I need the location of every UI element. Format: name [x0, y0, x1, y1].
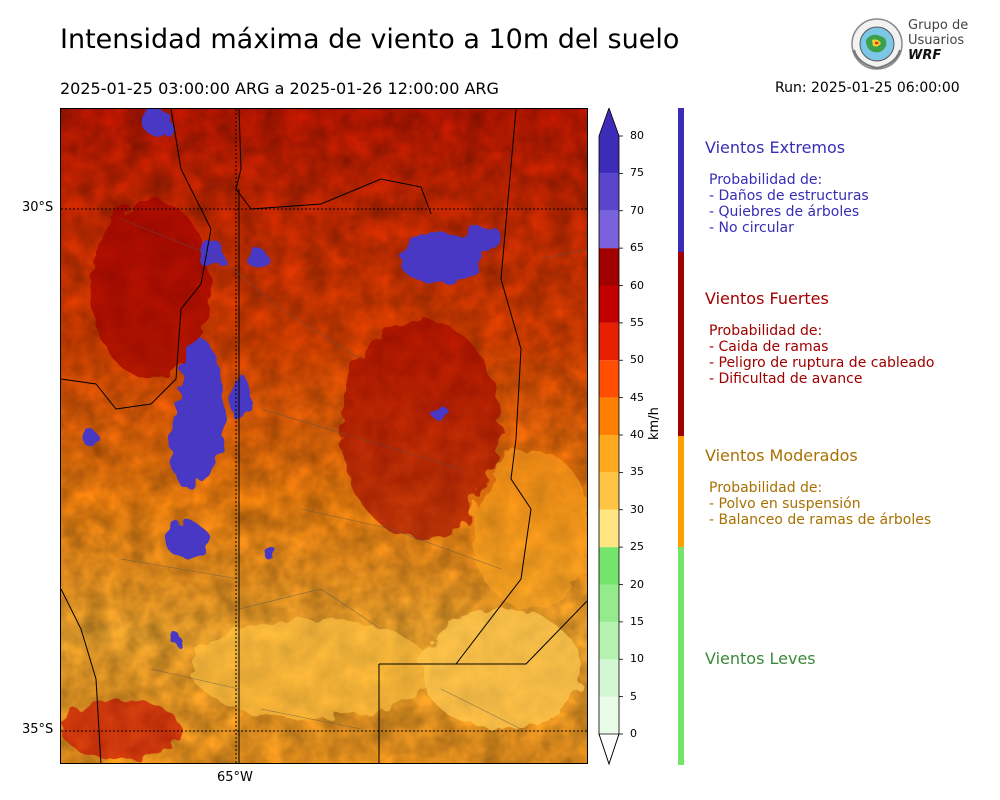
category-desc-fuertes: Probabilidad de: - Caida de ramas - Peli… [709, 323, 935, 387]
globe-seal-icon [851, 18, 903, 70]
colorbar-bin [599, 210, 619, 249]
colorbar-tick-label: 10 [630, 652, 644, 666]
legend-bar-leves [678, 547, 684, 765]
colorbar-tick-label: 35 [630, 465, 644, 479]
colorbar [598, 108, 623, 766]
colorbar-min-extension [598, 733, 620, 766]
colorbar-tick-label: 75 [630, 166, 644, 180]
colorbar-tick-label: 25 [630, 540, 644, 554]
extreme-wind-areas [83, 109, 503, 644]
wind-speed-map [60, 108, 588, 764]
department-borders [120, 218, 587, 730]
colorbar-tick-label: 20 [630, 577, 644, 591]
strong-wind-areas [61, 199, 587, 759]
colorbar-tick-label: 60 [630, 278, 644, 292]
legend-bar-fuertes [678, 252, 684, 436]
logo [848, 16, 968, 72]
colorbar-bin [599, 248, 619, 286]
colorbar-bin [599, 621, 619, 660]
colorbar-bin [599, 322, 619, 361]
colorbar-bin [599, 435, 619, 473]
logo-text: Grupo de Usuarios WRF [908, 18, 968, 63]
colorbar-tick-label: 70 [630, 203, 644, 217]
colorbar-tick-label: 15 [630, 614, 644, 628]
forecast-period: 2025-01-25 03:00:00 ARG a 2025-01-26 12:… [60, 79, 499, 98]
colorbar-bin [599, 509, 619, 548]
colorbar-bin [599, 584, 619, 622]
category-title-leves: Vientos Leves [705, 649, 816, 668]
colorbar-tick-label: 0 [630, 727, 637, 740]
colorbar-bin [599, 136, 619, 174]
legend-bar-moderados [678, 436, 684, 547]
lat-label: 30°S [22, 200, 54, 215]
colorbar-tick-label: 5 [630, 689, 637, 703]
colorbar-max-extension [599, 108, 619, 136]
logo-line: Grupo de [908, 18, 969, 33]
colorbar-bin [599, 472, 619, 510]
colorbar-bin [599, 547, 619, 585]
colorbar-tick-label: 45 [630, 390, 644, 404]
colorbar-bin [599, 173, 619, 211]
colorbar-tick-label: 30 [630, 502, 644, 516]
colorbar-unit: km/h [647, 407, 662, 440]
category-title-fuertes: Vientos Fuertes [705, 289, 829, 308]
colorbar-bin [599, 659, 619, 697]
colorbar-bin [599, 397, 619, 435]
colorbar-tick-label: 55 [630, 315, 644, 329]
logo-line: Usuarios [908, 33, 965, 48]
graticule [61, 109, 587, 763]
lon-label: 65°W [217, 770, 253, 785]
category-title-moderados: Vientos Moderados [705, 446, 858, 465]
colorbar-tick-label: 80 [630, 129, 644, 142]
chart-title: Intensidad máxima de viento a 10m del su… [60, 24, 680, 55]
category-desc-moderados: Probabilidad de: - Polvo en suspensión -… [709, 480, 932, 528]
colorbar-tick-label: 50 [630, 353, 644, 367]
legend-bar-extremos [678, 108, 684, 252]
colorbar-bin [599, 285, 619, 323]
colorbar-bin [599, 360, 619, 398]
colorbar-tick-label: 65 [630, 241, 644, 255]
category-desc-extremos: Probabilidad de: - Daños de estructuras … [709, 172, 869, 236]
lat-label: 35°S [22, 722, 54, 737]
run-timestamp: Run: 2025-01-25 06:00:00 [775, 80, 960, 96]
logo-wrf: WRF [908, 48, 942, 63]
map-canvas [61, 109, 587, 763]
province-borders [61, 109, 587, 763]
category-title-extremos: Vientos Extremos [705, 138, 846, 157]
colorbar-bin [599, 696, 619, 734]
colorbar-tick-label: 40 [630, 428, 644, 441]
